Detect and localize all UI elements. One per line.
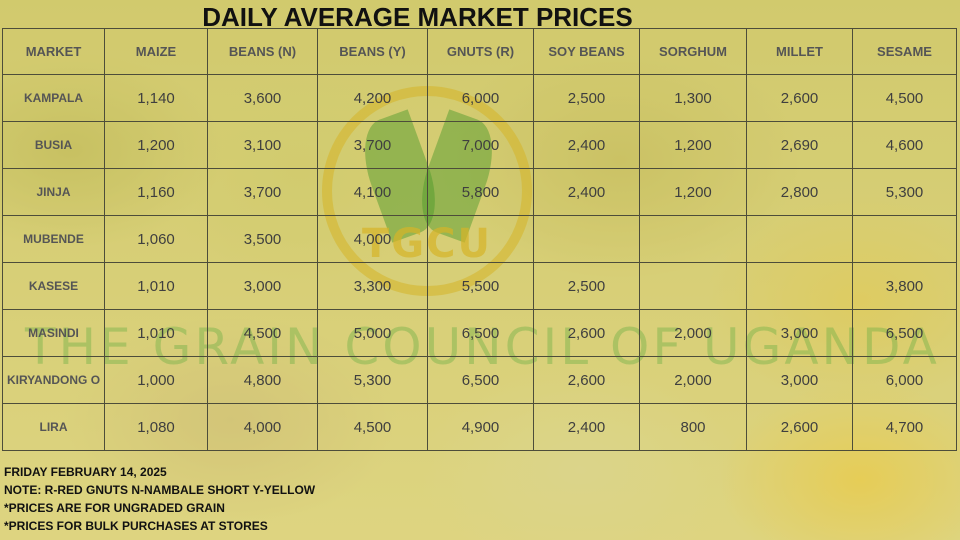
price-cell: 1,080: [104, 403, 208, 451]
price-cell: 4,000: [317, 215, 428, 263]
price-cell: 2,500: [533, 262, 640, 310]
column-header-gnuts-r: GNUTS (R): [427, 28, 534, 75]
column-header-sorghum: SORGHUM: [639, 28, 747, 75]
market-name-cell: BUSIA: [2, 121, 105, 169]
price-cell: [852, 215, 957, 263]
price-cell: 4,100: [317, 168, 428, 216]
column-header-sesame: SESAME: [852, 28, 957, 75]
price-cell: 1,060: [104, 215, 208, 263]
market-prices-table: MARKET MAIZE BEANS (N) BEANS (Y) GNUTS (…: [2, 28, 957, 451]
price-cell: 5,500: [427, 262, 534, 310]
price-cell: 6,500: [427, 309, 534, 357]
price-cell: 4,200: [317, 74, 428, 122]
price-cell: 2,500: [533, 74, 640, 122]
price-cell: 4,500: [207, 309, 318, 357]
price-cell: 5,000: [317, 309, 428, 357]
table-row: BUSIA 1,200 3,100 3,700 7,000 2,400 1,200 2,690…: [2, 121, 957, 169]
note-bulk: *PRICES FOR BULK PURCHASES AT STORES: [4, 519, 268, 533]
market-name-cell: KAMPALA: [2, 74, 105, 122]
price-cell: 6,500: [852, 309, 957, 357]
notes-block: FRIDAY FEBRUARY 14, 2025 NOTE: R-RED GNU…: [4, 463, 315, 535]
table-row: KASESE 1,010 3,000 3,300 5,500 2,500 3,800: [2, 262, 957, 310]
price-cell: 4,500: [852, 74, 957, 122]
price-cell: 2,600: [746, 403, 853, 451]
price-cell: 4,600: [852, 121, 957, 169]
price-cell: 4,500: [317, 403, 428, 451]
column-header-beans-y: BEANS (Y): [317, 28, 428, 75]
report-date: FRIDAY FEBRUARY 14, 2025: [4, 465, 167, 479]
price-cell: 3,000: [207, 262, 318, 310]
table-row: MASINDI 1,010 4,500 5,000 6,500 2,600 2,000 3,0…: [2, 309, 957, 357]
price-cell: 2,690: [746, 121, 853, 169]
price-cell: 2,400: [533, 403, 640, 451]
price-cell: 2,400: [533, 121, 640, 169]
market-name-cell: MASINDI: [2, 309, 105, 357]
price-cell: 800: [639, 403, 747, 451]
price-cell: 2,000: [639, 356, 747, 404]
price-cell: 3,000: [746, 309, 853, 357]
price-cell: 3,000: [746, 356, 853, 404]
price-cell: [533, 215, 640, 263]
price-cell: 6,500: [427, 356, 534, 404]
price-cell: 3,100: [207, 121, 318, 169]
price-cell: 1,200: [104, 121, 208, 169]
market-name-cell: JINJA: [2, 168, 105, 216]
price-cell: 5,800: [427, 168, 534, 216]
price-cell: 1,160: [104, 168, 208, 216]
price-cell: [639, 215, 747, 263]
price-cell: 4,000: [207, 403, 318, 451]
price-cell: 3,600: [207, 74, 318, 122]
market-name-cell: KIRYANDONG O: [2, 356, 105, 404]
price-cell: 2,800: [746, 168, 853, 216]
column-header-market: MARKET: [2, 28, 105, 75]
column-header-maize: MAIZE: [104, 28, 208, 75]
price-cell: 2,000: [639, 309, 747, 357]
price-cell: 3,500: [207, 215, 318, 263]
table-row: JINJA 1,160 3,700 4,100 5,800 2,400 1,200 2,800…: [2, 168, 957, 216]
price-cell: 5,300: [317, 356, 428, 404]
market-name-cell: MUBENDE: [2, 215, 105, 263]
table-row: LIRA 1,080 4,000 4,500 4,900 2,400 800 2,600 4,7…: [2, 403, 957, 451]
table-header-row: MARKET MAIZE BEANS (N) BEANS (Y) GNUTS (…: [2, 28, 957, 75]
note-legend: NOTE: R-RED GNUTS N-NAMBALE SHORT Y-YELL…: [4, 483, 316, 497]
price-cell: 4,900: [427, 403, 534, 451]
price-cell: 2,600: [533, 309, 640, 357]
price-cell: 2,600: [533, 356, 640, 404]
price-cell: 1,200: [639, 168, 747, 216]
price-cell: [639, 262, 747, 310]
price-cell: 3,700: [207, 168, 318, 216]
price-cell: [746, 215, 853, 263]
table-row: MUBENDE 1,060 3,500 4,000: [2, 215, 957, 263]
note-ungraded: *PRICES ARE FOR UNGRADED GRAIN: [4, 501, 225, 515]
column-header-millet: MILLET: [746, 28, 853, 75]
price-cell: 1,000: [104, 356, 208, 404]
page-title: DAILY AVERAGE MARKET PRICES: [202, 2, 633, 32]
price-cell: 2,400: [533, 168, 640, 216]
price-cell: 7,000: [427, 121, 534, 169]
price-cell: 1,200: [639, 121, 747, 169]
price-cell: 3,800: [852, 262, 957, 310]
table-row: KIRYANDONG O 1,000 4,800 5,300 6,500 2,600 2,0…: [2, 356, 957, 404]
price-cell: 2,600: [746, 74, 853, 122]
price-cell: 6,000: [427, 74, 534, 122]
column-header-soy-beans: SOY BEANS: [533, 28, 640, 75]
price-cell: 3,300: [317, 262, 428, 310]
price-cell: 1,300: [639, 74, 747, 122]
price-cell: 6,000: [852, 356, 957, 404]
price-cell: 1,010: [104, 262, 208, 310]
market-name-cell: LIRA: [2, 403, 105, 451]
price-cell: [746, 262, 853, 310]
price-cell: 1,140: [104, 74, 208, 122]
market-name-cell: KASESE: [2, 262, 105, 310]
price-cell: 4,800: [207, 356, 318, 404]
price-cell: [427, 215, 534, 263]
price-cell: 5,300: [852, 168, 957, 216]
price-cell: 4,700: [852, 403, 957, 451]
price-cell: 3,700: [317, 121, 428, 169]
price-cell: 1,010: [104, 309, 208, 357]
table-row: KAMPALA 1,140 3,600 4,200 6,000 2,500 1,300 2,6…: [2, 74, 957, 122]
column-header-beans-n: BEANS (N): [207, 28, 318, 75]
